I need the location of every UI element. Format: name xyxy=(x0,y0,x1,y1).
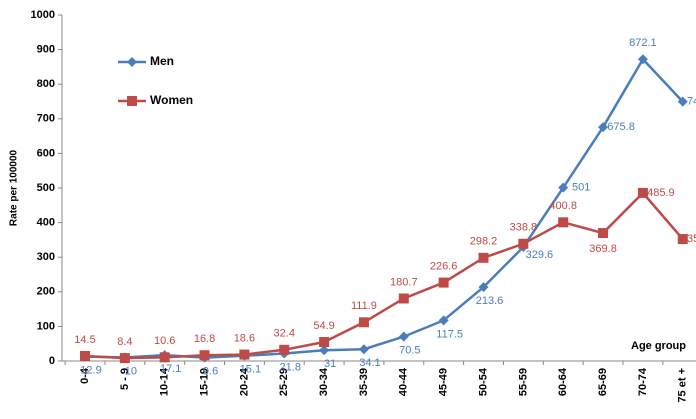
data-label: 180.7 xyxy=(390,276,418,288)
data-label: 31 xyxy=(324,358,336,370)
point xyxy=(279,344,290,355)
data-label: 54.9 xyxy=(313,320,334,332)
point xyxy=(558,182,569,193)
y-tick-label: 1000 xyxy=(31,9,55,21)
x-tick-label: 30-34 xyxy=(318,367,330,396)
data-label: 8.4 xyxy=(117,336,132,348)
y-tick-label: 800 xyxy=(37,78,55,90)
y-tick-label: 700 xyxy=(37,113,55,125)
y-tick-label: 100 xyxy=(37,320,55,332)
x-tick-label: 45-49 xyxy=(438,368,450,396)
x-tick-label: 50-54 xyxy=(477,367,489,396)
y-axis-label: Rate per 100000 xyxy=(9,149,20,226)
x-tick-label: 15-19 xyxy=(198,368,210,396)
data-label: 485.9 xyxy=(647,187,675,199)
y-tick-label: 200 xyxy=(37,286,55,298)
point xyxy=(478,252,489,263)
point xyxy=(478,282,489,293)
x-tick-label: 0-4 xyxy=(79,367,91,384)
x-tick-label: 40-44 xyxy=(398,367,410,396)
y-tick-label: 300 xyxy=(37,251,55,263)
legend-marker xyxy=(127,57,137,67)
point xyxy=(677,96,688,107)
data-label: 501 xyxy=(572,182,590,194)
data-label: 329.6 xyxy=(526,249,554,261)
data-label: 675.8 xyxy=(607,121,635,133)
point xyxy=(598,228,609,239)
x-tick-label: 75 et + xyxy=(677,368,689,403)
x-tick-label: 35-39 xyxy=(358,368,370,396)
point xyxy=(558,217,569,228)
data-label: 32.4 xyxy=(274,328,295,340)
point xyxy=(119,353,130,364)
x-tick-label: 25-29 xyxy=(278,368,290,396)
data-label: 15.1 xyxy=(240,364,261,376)
data-label: 369.8 xyxy=(589,243,617,255)
point xyxy=(358,317,369,328)
data-label: 10 xyxy=(125,365,137,377)
data-label: 21.8 xyxy=(280,361,301,373)
data-label: 12.9 xyxy=(80,364,101,376)
x-tick-label: 55-59 xyxy=(517,368,529,396)
point xyxy=(677,234,688,245)
point xyxy=(398,331,409,342)
x-tick-label: 10-14 xyxy=(159,367,171,396)
legend-marker xyxy=(127,96,137,106)
data-label: 14.5 xyxy=(74,334,95,346)
legend-label: Men xyxy=(150,54,174,68)
point xyxy=(319,345,330,356)
point xyxy=(438,315,449,326)
point xyxy=(159,352,170,363)
point xyxy=(518,238,529,249)
point xyxy=(239,349,250,360)
data-label: 18.6 xyxy=(234,332,255,344)
y-tick-label: 500 xyxy=(37,182,55,194)
point xyxy=(319,337,330,348)
point xyxy=(637,187,648,198)
y-tick-label: 600 xyxy=(37,147,55,159)
data-label: 117.5 xyxy=(436,328,463,340)
point xyxy=(80,350,90,361)
point xyxy=(438,277,449,288)
legend-label: Women xyxy=(150,93,193,107)
data-label: 749.7 xyxy=(687,96,696,108)
data-label: 16.8 xyxy=(194,333,215,345)
x-tick-label: 5 - 9 xyxy=(119,368,131,390)
y-tick-label: 400 xyxy=(37,217,55,229)
data-label: 226.6 xyxy=(430,261,458,273)
point xyxy=(358,344,369,355)
data-label: 400.8 xyxy=(549,200,577,212)
y-tick-label: 900 xyxy=(37,44,55,56)
point xyxy=(637,54,648,65)
point xyxy=(598,122,609,133)
data-label: 34.1 xyxy=(359,357,380,369)
x-tick-label: 65-69 xyxy=(597,368,609,396)
x-tick-label: 60-64 xyxy=(557,367,569,396)
point xyxy=(199,350,210,361)
data-label: 338.8 xyxy=(510,222,538,234)
y-tick-label: 0 xyxy=(49,355,55,367)
x-tick-label: 70-74 xyxy=(637,367,649,396)
data-label: 17.1 xyxy=(160,363,181,375)
data-label: 10.6 xyxy=(154,335,175,347)
point xyxy=(398,293,409,304)
x-tick-label: 20-24 xyxy=(238,367,250,396)
data-label: 298.2 xyxy=(470,236,498,248)
data-label: 213.6 xyxy=(476,295,504,307)
series-line xyxy=(84,191,684,360)
data-label: 872.1 xyxy=(629,37,657,49)
data-label: 70.5 xyxy=(399,345,420,357)
data-label: 352.4 xyxy=(687,233,696,245)
data-label: 111.9 xyxy=(351,300,377,312)
data-label: 9.6 xyxy=(203,366,218,378)
x-axis-label: Age group xyxy=(631,340,686,352)
